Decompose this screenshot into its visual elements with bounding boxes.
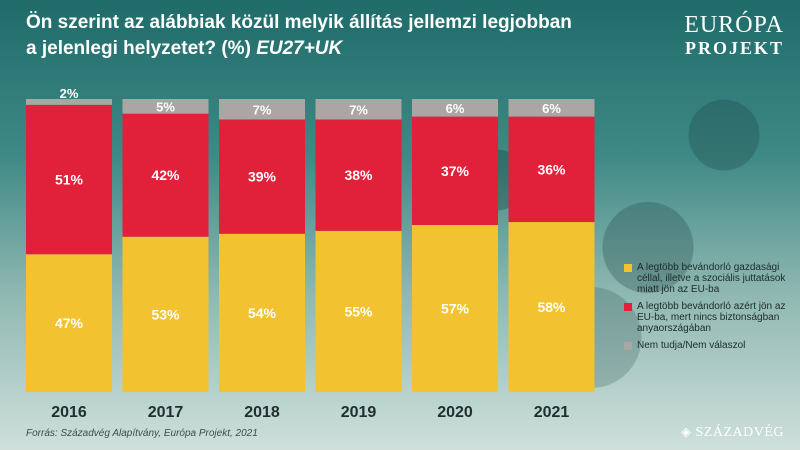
bar-safety-2016 (26, 104, 112, 255)
x-tick-2021: 2021 (534, 404, 570, 421)
bar-safety-2021 (508, 116, 595, 223)
brand-mark-icon: ◈ (681, 424, 692, 439)
bar-economic-2018 (219, 233, 305, 392)
label-economic-2019: 55% (344, 303, 373, 319)
bar-economic-2019 (315, 230, 402, 392)
label-economic-2017: 53% (151, 306, 180, 322)
bar-dontknow-2017 (122, 99, 209, 114)
title-scope: EU27+UK (256, 38, 343, 59)
brand-name: SZÁZADVÉG (695, 425, 784, 440)
legend-item-safety: A legtöbb bevándorló azért jön az EU-ba,… (624, 301, 794, 334)
bar-dontknow-2018 (219, 99, 305, 120)
legend-swatch-dontknow (624, 342, 632, 350)
bar-economic-2020 (412, 224, 498, 392)
bar-safety-2017 (122, 113, 209, 237)
legend-swatch-economic (624, 264, 632, 272)
bar-dontknow-2021 (508, 99, 595, 117)
x-tick-2019: 2019 (341, 404, 377, 421)
source-note: Forrás: Századvég Alapítvány, Európa Pro… (26, 428, 258, 439)
label-dontknow-2019: 7% (349, 102, 368, 117)
europa-projekt-logo: EURÓPA PROJEKT (664, 12, 784, 58)
label-dontknow-2018: 7% (253, 102, 272, 117)
szazadveg-brand: ◈ SZÁZADVÉG (681, 424, 784, 441)
label-dontknow-2021: 6% (542, 101, 561, 116)
x-tick-2018: 2018 (244, 404, 280, 421)
legend-label-safety: A legtöbb bevándorló azért jön az EU-ba,… (637, 301, 786, 334)
bar-safety-2020 (412, 116, 498, 225)
bar-dontknow-2016 (26, 99, 112, 105)
label-safety-2017: 42% (151, 167, 180, 183)
x-tick-2020: 2020 (437, 404, 473, 421)
title-line-2: a jelenlegi helyzetet? (%) EU27+UK (26, 36, 606, 62)
label-economic-2016: 47% (55, 315, 84, 331)
bar-dontknow-2020 (412, 99, 498, 117)
label-safety-2018: 39% (248, 169, 277, 185)
x-tick-2017: 2017 (148, 404, 184, 421)
x-tick-2016: 2016 (51, 404, 87, 421)
chart-legend: A legtöbb bevándorló gazdasági céllal, i… (624, 262, 794, 357)
label-dontknow-2020: 6% (446, 101, 465, 116)
label-economic-2020: 57% (441, 300, 470, 316)
logo-line-1: EURÓPA (684, 12, 784, 38)
label-safety-2019: 38% (344, 167, 373, 183)
chart-title: Ön szerint az alábbiak közül melyik állí… (26, 10, 606, 62)
label-safety-2020: 37% (441, 163, 470, 179)
title-line-2-text: a jelenlegi helyzetet? (%) (26, 38, 251, 59)
legend-item-economic: A legtöbb bevándorló gazdasági céllal, i… (624, 262, 794, 295)
label-safety-2016: 51% (55, 172, 84, 188)
label-economic-2018: 54% (248, 305, 277, 321)
label-economic-2021: 58% (537, 299, 566, 315)
label-dontknow-2016: 2% (60, 86, 79, 101)
bar-economic-2016 (26, 254, 112, 392)
bar-economic-2017 (122, 236, 209, 392)
title-line-1: Ön szerint az alábbiak közül melyik állí… (26, 12, 572, 33)
label-safety-2021: 36% (537, 161, 566, 177)
legend-label-economic: A legtöbb bevándorló gazdasági céllal, i… (637, 262, 786, 295)
legend-item-dontknow: Nem tudja/Nem válaszol (624, 340, 794, 351)
logo-line-2: PROJEKT (684, 38, 784, 58)
legend-swatch-safety (624, 303, 632, 311)
bar-safety-2019 (315, 119, 402, 231)
bar-safety-2018 (219, 119, 305, 234)
label-dontknow-2017: 5% (156, 99, 175, 114)
legend-label-dontknow: Nem tudja/Nem válaszol (637, 340, 746, 351)
bar-dontknow-2019 (315, 99, 402, 120)
bar-economic-2021 (508, 222, 595, 392)
